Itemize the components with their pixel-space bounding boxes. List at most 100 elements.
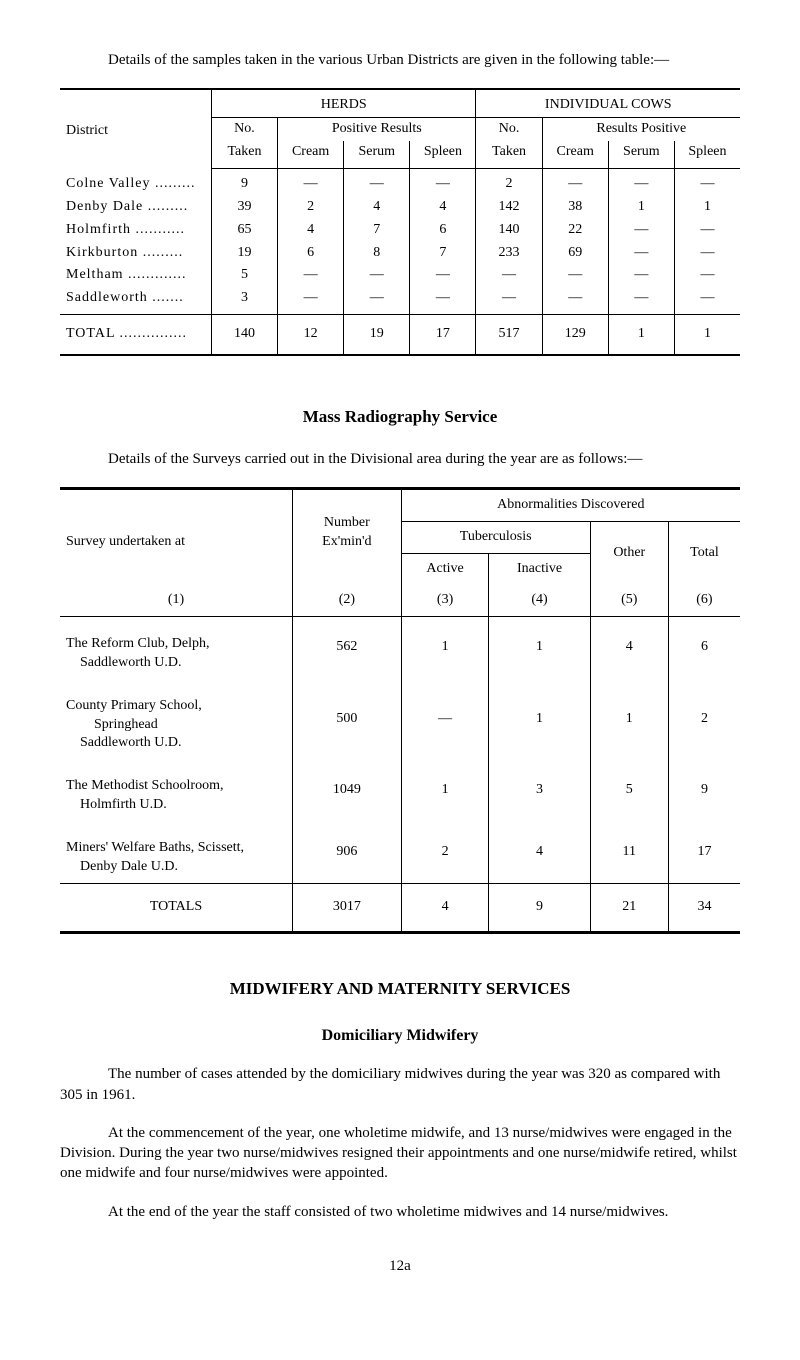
colnum-2: (2)	[293, 585, 402, 616]
cell: 1	[608, 196, 674, 219]
cell: 4	[278, 219, 344, 242]
cell: 1	[608, 315, 674, 354]
col-header-other: Other	[590, 522, 668, 585]
col-header-district: District	[60, 90, 211, 168]
cell: —	[278, 264, 344, 287]
cell: Kirkburton .........	[60, 242, 211, 265]
txt: Number	[324, 515, 370, 530]
cell: 12	[278, 315, 344, 354]
txt: Springhead	[94, 717, 158, 732]
table-row: Colne Valley ......... 9 — — — 2 — — —	[60, 168, 740, 195]
heading-domiciliary: Domiciliary Midwifery	[60, 1025, 740, 1047]
txt: County Primary School,	[66, 698, 202, 713]
sub-cream: Cream	[278, 141, 344, 168]
cell: —	[401, 679, 489, 760]
col-header-total: Total	[668, 522, 740, 585]
cell: —	[674, 287, 740, 314]
cell: —	[608, 264, 674, 287]
cell: 9	[211, 168, 277, 195]
cell: —	[410, 168, 476, 195]
cell: —	[410, 287, 476, 314]
cell: 22	[542, 219, 608, 242]
cell: 9	[668, 759, 740, 821]
col-header-survey: Survey undertaken at	[60, 490, 293, 553]
cell: 2	[278, 196, 344, 219]
totals-row: TOTALS 3017 4 9 21 34	[60, 883, 740, 930]
cell: 1	[489, 616, 590, 678]
col-header-inactive: Inactive	[489, 554, 590, 585]
cell: 21	[590, 883, 668, 930]
cell: Miners' Welfare Baths, Scissett, Denby D…	[60, 821, 293, 883]
cell: 517	[476, 315, 542, 354]
cell: 562	[293, 616, 402, 678]
cell: —	[674, 219, 740, 242]
intro-paragraph-2: Details of the Surveys carried out in th…	[60, 449, 740, 469]
cell: —	[410, 264, 476, 287]
abnormalities-table: Survey undertaken at Number Ex'min'd Abn…	[60, 487, 740, 933]
paragraph-2: At the commencement of the year, one who…	[60, 1123, 740, 1184]
col-header-tb: Tuberculosis	[401, 522, 590, 554]
cell: —	[344, 168, 410, 195]
txt: No.	[499, 121, 520, 136]
paragraph-3: At the end of the year the staff consist…	[60, 1202, 740, 1222]
cell: —	[344, 264, 410, 287]
txt: The Methodist Schoolroom,	[66, 778, 224, 793]
cell: 7	[344, 219, 410, 242]
sub-serum: Serum	[344, 141, 410, 168]
txt: The Reform Club, Delph,	[66, 636, 209, 651]
cell: 4	[344, 196, 410, 219]
page-number: 12a	[60, 1256, 740, 1276]
colnum-5: (5)	[590, 585, 668, 616]
col-header-herds: HERDS	[211, 90, 476, 117]
cell: 4	[410, 196, 476, 219]
sub-no: No.	[211, 118, 277, 141]
cell: —	[608, 242, 674, 265]
cell: —	[542, 287, 608, 314]
sub-positive-results: Positive Results	[278, 118, 476, 141]
table-row: Denby Dale ......... 39 2 4 4 142 38 1 1	[60, 196, 740, 219]
paragraph-1: The number of cases attended by the domi…	[60, 1064, 740, 1105]
cell: —	[674, 168, 740, 195]
table-row: The Methodist Schoolroom, Holmfirth U.D.…	[60, 759, 740, 821]
cell: 3	[489, 759, 590, 821]
blank	[60, 554, 293, 585]
cell: The Reform Club, Delph, Saddleworth U.D.	[60, 616, 293, 678]
colnum-4: (4)	[489, 585, 590, 616]
cell: —	[608, 287, 674, 314]
txt: Ex'min'd	[322, 534, 371, 549]
cell: 4	[590, 616, 668, 678]
table-row: County Primary School, Springhead Saddle…	[60, 679, 740, 760]
cell: 19	[211, 242, 277, 265]
cell: 6	[278, 242, 344, 265]
cell: 9	[489, 883, 590, 930]
txt: Holmfirth U.D.	[80, 797, 167, 812]
colnum-6: (6)	[668, 585, 740, 616]
sub-serum-2: Serum	[608, 141, 674, 168]
sub-spleen: Spleen	[410, 141, 476, 168]
cell: —	[344, 287, 410, 314]
cell: 233	[476, 242, 542, 265]
heading-midwifery: MIDWIFERY AND MATERNITY SERVICES	[60, 978, 740, 1001]
cell: 69	[542, 242, 608, 265]
table-row: Saddleworth ....... 3 — — — — — — —	[60, 287, 740, 314]
cell: 4	[401, 883, 489, 930]
cell: 8	[344, 242, 410, 265]
cell: Meltham .............	[60, 264, 211, 287]
table-row: Kirkburton ......... 19 6 8 7 233 69 — —	[60, 242, 740, 265]
total-row: TOTAL ............... 140 12 19 17 517 1…	[60, 315, 740, 354]
cell: County Primary School, Springhead Saddle…	[60, 679, 293, 760]
cell: The Methodist Schoolroom, Holmfirth U.D.	[60, 759, 293, 821]
txt: Denby Dale U.D.	[80, 859, 178, 874]
cell: 1	[590, 679, 668, 760]
cell: 2	[668, 679, 740, 760]
table-row: Meltham ............. 5 — — — — — — —	[60, 264, 740, 287]
cell: 1	[401, 616, 489, 678]
cell: 34	[668, 883, 740, 930]
table-row: Holmfirth ........... 65 4 7 6 140 22 — …	[60, 219, 740, 242]
cell: 65	[211, 219, 277, 242]
cell: —	[608, 219, 674, 242]
txt: No.	[234, 121, 255, 136]
col-header-number: Number Ex'min'd	[293, 490, 402, 553]
sub-no-2: No.	[476, 118, 542, 141]
cell: 140	[476, 219, 542, 242]
